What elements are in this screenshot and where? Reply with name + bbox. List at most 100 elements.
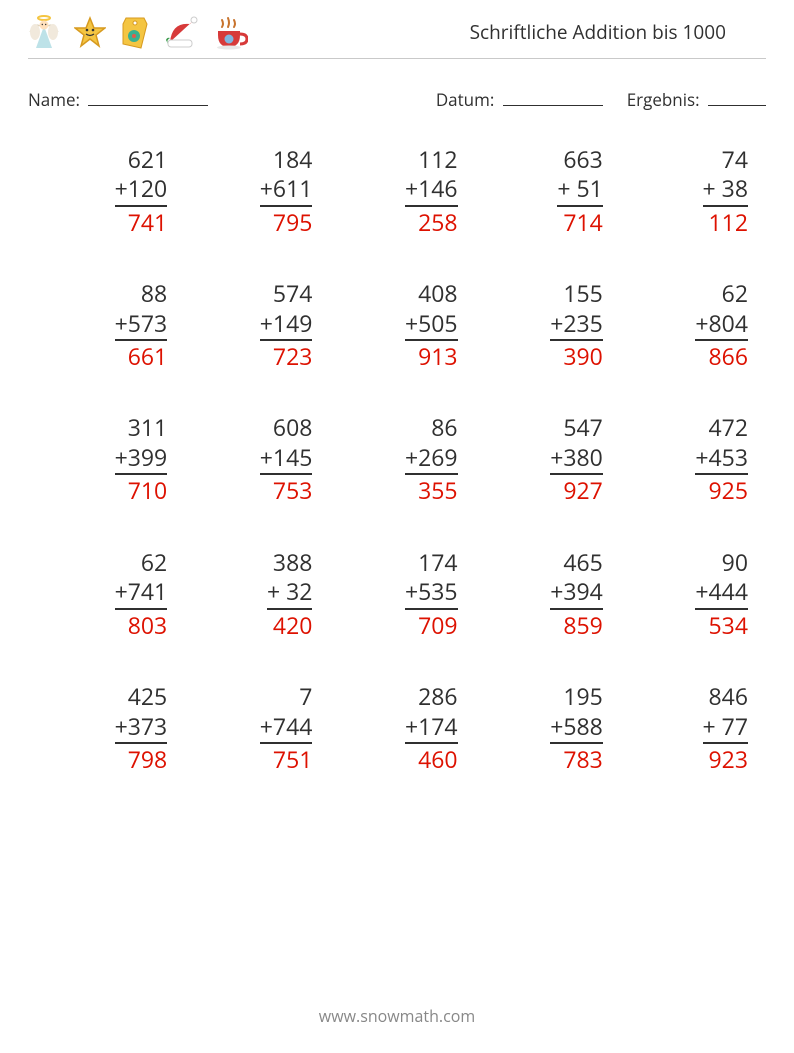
hot-cup-icon bbox=[212, 16, 248, 50]
addend-b-row: +399 bbox=[115, 443, 168, 475]
date-blank[interactable] bbox=[503, 87, 603, 106]
result-label: Ergebnis: bbox=[627, 88, 700, 111]
problem: 621+120 741 bbox=[46, 145, 167, 237]
addend-a: 547 bbox=[550, 413, 603, 442]
addend-b-row: +804 bbox=[695, 309, 748, 341]
problem-stack: 663+ 51 714 bbox=[557, 145, 602, 237]
addend-a: 574 bbox=[260, 279, 313, 308]
problem: 663+ 51 714 bbox=[482, 145, 603, 237]
problem-stack: 621+120 741 bbox=[115, 145, 168, 237]
answer: 661 bbox=[115, 341, 168, 371]
problem: 846+ 77 923 bbox=[627, 682, 748, 774]
answer: 355 bbox=[405, 475, 458, 505]
problem-stack: 88+573 661 bbox=[115, 279, 168, 371]
tag-icon bbox=[120, 14, 150, 50]
problem-stack: 155+235 390 bbox=[550, 279, 603, 371]
answer: 390 bbox=[550, 341, 603, 371]
problem-stack: 195+588 783 bbox=[550, 682, 603, 774]
problem-stack: 311+399 710 bbox=[115, 413, 168, 505]
problem: 155+235 390 bbox=[482, 279, 603, 371]
addend-a: 90 bbox=[695, 548, 748, 577]
problem: 408+505 913 bbox=[336, 279, 457, 371]
answer: 258 bbox=[405, 207, 458, 237]
worksheet-title: Schriftliche Addition bis 1000 bbox=[470, 19, 766, 45]
problem: 7+744 751 bbox=[191, 682, 312, 774]
problem: 86+269 355 bbox=[336, 413, 457, 505]
answer: 753 bbox=[260, 475, 313, 505]
addend-a: 408 bbox=[405, 279, 458, 308]
meta-left: Name: bbox=[28, 87, 208, 111]
addend-a: 184 bbox=[260, 145, 313, 174]
problem: 62+741 803 bbox=[46, 548, 167, 640]
addend-b-row: +120 bbox=[115, 174, 168, 206]
addend-b-row: +146 bbox=[405, 174, 458, 206]
addend-a: 74 bbox=[703, 145, 748, 174]
answer: 112 bbox=[703, 207, 748, 237]
addend-b-row: +394 bbox=[550, 577, 603, 609]
answer: 534 bbox=[695, 610, 748, 640]
addend-a: 663 bbox=[557, 145, 602, 174]
addend-b-row: +744 bbox=[260, 712, 313, 744]
answer: 741 bbox=[115, 207, 168, 237]
problem: 547+380 927 bbox=[482, 413, 603, 505]
answer: 803 bbox=[115, 610, 168, 640]
addend-b-row: + 51 bbox=[557, 174, 602, 206]
answer: 866 bbox=[695, 341, 748, 371]
addend-a: 7 bbox=[260, 682, 313, 711]
problem-stack: 74+ 38 112 bbox=[703, 145, 748, 237]
problem: 425+373 798 bbox=[46, 682, 167, 774]
addend-b-row: + 38 bbox=[703, 174, 748, 206]
problem: 608+145 753 bbox=[191, 413, 312, 505]
problem: 195+588 783 bbox=[482, 682, 603, 774]
answer: 710 bbox=[115, 475, 168, 505]
addend-a: 86 bbox=[405, 413, 458, 442]
addend-a: 88 bbox=[115, 279, 168, 308]
problem-stack: 547+380 927 bbox=[550, 413, 603, 505]
problem-stack: 174+535 709 bbox=[405, 548, 458, 640]
problem-grid: 621+120 741 184+611 795 112+146 258 663+… bbox=[28, 145, 766, 775]
problem: 184+611 795 bbox=[191, 145, 312, 237]
addend-b-row: +573 bbox=[115, 309, 168, 341]
header-bar: Schriftliche Addition bis 1000 bbox=[28, 14, 766, 59]
problem-stack: 425+373 798 bbox=[115, 682, 168, 774]
problem-stack: 86+269 355 bbox=[405, 413, 458, 505]
problem: 74+ 38 112 bbox=[627, 145, 748, 237]
angel-icon bbox=[28, 14, 60, 50]
addend-a: 311 bbox=[115, 413, 168, 442]
problem: 311+399 710 bbox=[46, 413, 167, 505]
meta-row: Name: Datum: Ergebnis: bbox=[28, 87, 766, 111]
problem-stack: 846+ 77 923 bbox=[703, 682, 748, 774]
worksheet-page: Schriftliche Addition bis 1000 Name: Dat… bbox=[0, 0, 794, 1053]
answer: 925 bbox=[695, 475, 748, 505]
problem: 174+535 709 bbox=[336, 548, 457, 640]
addend-a: 286 bbox=[405, 682, 458, 711]
addend-b-row: +741 bbox=[115, 577, 168, 609]
addend-a: 62 bbox=[695, 279, 748, 308]
addend-b-row: +535 bbox=[405, 577, 458, 609]
date-field: Datum: bbox=[436, 87, 603, 111]
answer: 751 bbox=[260, 744, 313, 774]
problem: 62+804 866 bbox=[627, 279, 748, 371]
problem-stack: 7+744 751 bbox=[260, 682, 313, 774]
problem-stack: 608+145 753 bbox=[260, 413, 313, 505]
addend-b-row: +611 bbox=[260, 174, 313, 206]
addend-a: 174 bbox=[405, 548, 458, 577]
star-icon bbox=[74, 16, 106, 50]
meta-right: Datum: Ergebnis: bbox=[436, 87, 766, 111]
name-blank[interactable] bbox=[88, 87, 208, 106]
problem-stack: 184+611 795 bbox=[260, 145, 313, 237]
addend-b-row: +444 bbox=[695, 577, 748, 609]
result-blank[interactable] bbox=[708, 87, 766, 106]
addend-b-row: + 32 bbox=[267, 577, 312, 609]
addend-a: 62 bbox=[115, 548, 168, 577]
answer: 798 bbox=[115, 744, 168, 774]
addend-b-row: +174 bbox=[405, 712, 458, 744]
result-field: Ergebnis: bbox=[627, 87, 766, 111]
answer: 783 bbox=[550, 744, 603, 774]
addend-b-row: +149 bbox=[260, 309, 313, 341]
problem-stack: 286+174 460 bbox=[405, 682, 458, 774]
footer-url: www.snowmath.com bbox=[0, 1005, 794, 1027]
addend-a: 155 bbox=[550, 279, 603, 308]
problem: 286+174 460 bbox=[336, 682, 457, 774]
problem: 388+ 32 420 bbox=[191, 548, 312, 640]
